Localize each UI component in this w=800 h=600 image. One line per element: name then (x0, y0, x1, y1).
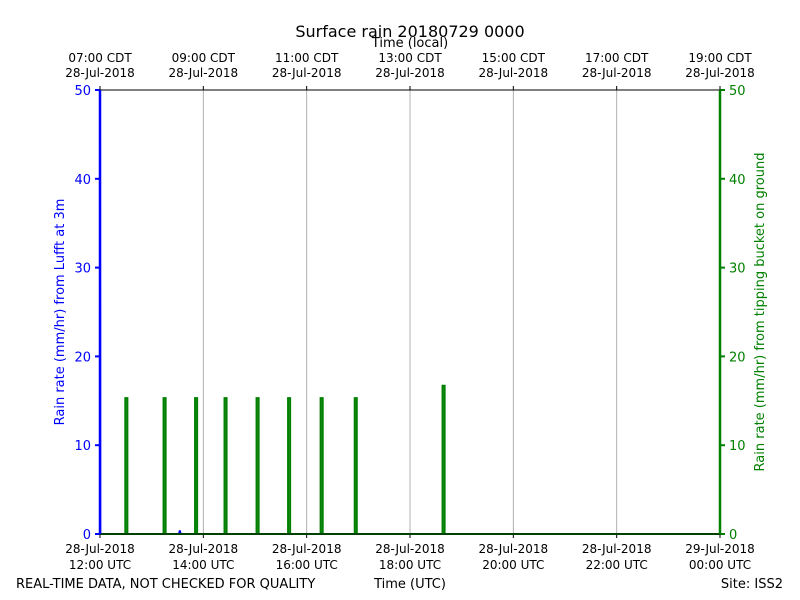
right-y-tick-label: 50 (729, 84, 746, 99)
left-y-tick-label: 30 (74, 262, 91, 277)
tipping-bucket-spike (255, 397, 260, 534)
left-y-tick-label: 50 (74, 84, 91, 99)
grid-lines (202, 90, 618, 534)
left-y-tick-label: 10 (74, 439, 91, 454)
tipping-bucket-spike (124, 397, 129, 534)
top-tick-label-time: 13:00 CDT (378, 51, 442, 65)
tipping-bucket-spike (223, 397, 228, 534)
left-axis-label: Rain rate (mm/hr) from Lufft at 3m (53, 199, 68, 426)
x-tick-label-time: 18:00 UTC (379, 558, 441, 572)
top-axis-label: Time (local) (371, 36, 448, 51)
x-tick-label-time: 12:00 UTC (69, 558, 131, 572)
right-y-tick-label: 40 (729, 173, 746, 188)
tipping-bucket-spike (353, 397, 358, 534)
left-y-tick-label: 0 (83, 528, 91, 543)
right-y-tick-label: 20 (729, 350, 746, 365)
top-tick-label-date: 28-Jul-2018 (65, 66, 135, 80)
x-tick-label-date: 28-Jul-2018 (582, 542, 652, 556)
top-tick-label-date: 28-Jul-2018 (169, 66, 239, 80)
x-tick-label-date: 28-Jul-2018 (479, 542, 549, 556)
top-tick-label-time: 11:00 CDT (275, 51, 339, 65)
bottom-axis-label: Time (UTC) (373, 577, 446, 592)
x-tick-label-time: 16:00 UTC (276, 558, 338, 572)
tipping-bucket-spike (319, 397, 324, 534)
top-tick-label-time: 17:00 CDT (585, 51, 649, 65)
tipping-bucket-spike (287, 397, 292, 534)
x-tick-label-date: 29-Jul-2018 (685, 542, 755, 556)
x-tick-label-date: 28-Jul-2018 (65, 542, 135, 556)
x-tick-label-date: 28-Jul-2018 (375, 542, 445, 556)
tipping-bucket-spike (162, 397, 167, 534)
top-tick-label-time: 15:00 CDT (482, 51, 546, 65)
tipping-bucket-spike (441, 384, 446, 534)
left-y-tick-label: 20 (74, 350, 91, 365)
top-tick-label-date: 28-Jul-2018 (272, 66, 342, 80)
top-tick-label-time: 07:00 CDT (68, 51, 132, 65)
x-tick-label-time: 22:00 UTC (586, 558, 648, 572)
top-tick-label-date: 28-Jul-2018 (375, 66, 445, 80)
footer-disclaimer: REAL-TIME DATA, NOT CHECKED FOR QUALITY (16, 577, 315, 592)
x-tick-label-date: 28-Jul-2018 (272, 542, 342, 556)
right-axis-label: Rain rate (mm/hr) from tipping bucket on… (753, 153, 768, 472)
left-axis-ticks: 0 10 20 30 40 50 (74, 84, 100, 543)
x-tick-label-date: 28-Jul-2018 (169, 542, 239, 556)
top-tick-label-time: 19:00 CDT (688, 51, 752, 65)
right-axis-ticks: 0 10 20 30 40 50 (720, 84, 746, 543)
top-tick-label-date: 28-Jul-2018 (685, 66, 755, 80)
left-y-tick-label: 40 (74, 173, 91, 188)
chart-title: Surface rain 20180729 0000 (295, 22, 524, 41)
top-tick-label-date: 28-Jul-2018 (479, 66, 549, 80)
right-y-tick-label: 0 (729, 528, 737, 543)
top-tick-label-time: 09:00 CDT (172, 51, 236, 65)
x-tick-label-time: 20:00 UTC (482, 558, 544, 572)
tipping-bucket-spike (194, 397, 199, 534)
footer-site: Site: ISS2 (721, 577, 783, 592)
top-tick-label-date: 28-Jul-2018 (582, 66, 652, 80)
right-y-tick-label: 10 (729, 439, 746, 454)
x-tick-label-time: 00:00 UTC (689, 558, 751, 572)
right-y-tick-label: 30 (729, 262, 746, 277)
bottom-axis-ticks: 28-Jul-2018 12:00 UTC 28-Jul-2018 14:00 UTC… (65, 534, 755, 572)
x-tick-label-time: 14:00 UTC (172, 558, 234, 572)
